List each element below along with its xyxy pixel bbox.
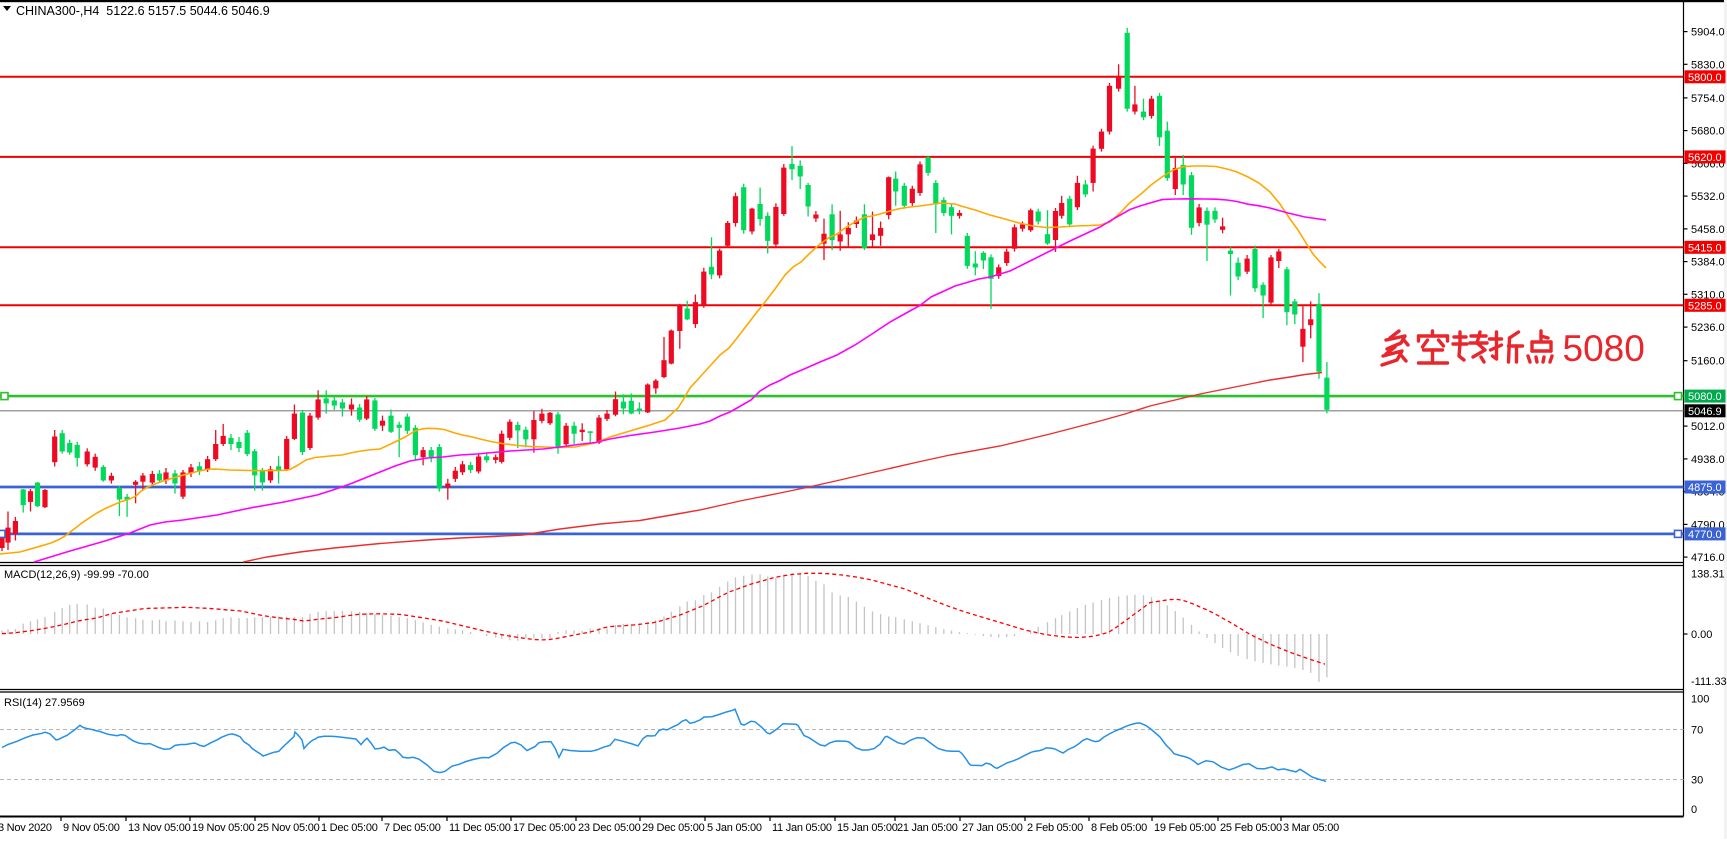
svg-text:25 Nov 05:00: 25 Nov 05:00 — [257, 822, 320, 834]
svg-text:5800.0: 5800.0 — [1688, 72, 1722, 84]
svg-text:19 Feb 05:00: 19 Feb 05:00 — [1154, 822, 1216, 834]
svg-text:70: 70 — [1691, 725, 1703, 737]
svg-text:0: 0 — [1691, 804, 1697, 816]
svg-text:4875.0: 4875.0 — [1688, 482, 1722, 494]
svg-text:CHINA300-,H4 5122.6 5157.5 50: CHINA300-,H4 5122.6 5157.5 5044.6 5046.9 — [16, 4, 270, 18]
svg-text:3 Nov 2020: 3 Nov 2020 — [0, 822, 52, 834]
svg-text:5046.9: 5046.9 — [1688, 406, 1722, 418]
svg-text:-111.33: -111.33 — [1691, 676, 1727, 688]
svg-text:25 Feb 05:00: 25 Feb 05:00 — [1220, 822, 1282, 834]
svg-text:1 Dec 05:00: 1 Dec 05:00 — [321, 822, 378, 834]
svg-text:5285.0: 5285.0 — [1688, 300, 1722, 312]
svg-text:5620.0: 5620.0 — [1688, 152, 1722, 164]
svg-text:7 Dec 05:00: 7 Dec 05:00 — [384, 822, 441, 834]
svg-text:4716.0: 4716.0 — [1691, 552, 1725, 564]
svg-text:RSI(14) 27.9569: RSI(14) 27.9569 — [4, 697, 85, 709]
svg-text:4938.0: 4938.0 — [1691, 454, 1725, 466]
svg-text:9 Nov 05:00: 9 Nov 05:00 — [63, 822, 120, 834]
svg-text:29 Dec 05:00: 29 Dec 05:00 — [642, 822, 705, 834]
svg-text:11 Jan 05:00: 11 Jan 05:00 — [772, 822, 832, 834]
svg-text:17 Dec 05:00: 17 Dec 05:00 — [513, 822, 576, 834]
svg-text:100: 100 — [1691, 694, 1709, 706]
svg-text:5754.0: 5754.0 — [1691, 93, 1725, 105]
svg-text:21 Jan 05:00: 21 Jan 05:00 — [897, 822, 958, 834]
svg-text:5532.0: 5532.0 — [1691, 191, 1725, 203]
svg-text:5830.0: 5830.0 — [1691, 59, 1725, 71]
svg-text:15 Jan 05:00: 15 Jan 05:00 — [837, 822, 898, 834]
svg-text:5904.0: 5904.0 — [1691, 27, 1725, 39]
svg-text:5080.0: 5080.0 — [1688, 391, 1722, 403]
svg-text:5458.0: 5458.0 — [1691, 224, 1725, 236]
svg-text:2 Feb 05:00: 2 Feb 05:00 — [1027, 822, 1083, 834]
svg-text:30: 30 — [1691, 775, 1703, 787]
svg-text:138.31: 138.31 — [1691, 569, 1725, 581]
svg-text:5415.0: 5415.0 — [1688, 242, 1722, 254]
svg-text:19 Nov 05:00: 19 Nov 05:00 — [192, 822, 255, 834]
svg-text:8 Feb 05:00: 8 Feb 05:00 — [1091, 822, 1147, 834]
svg-text:5160.0: 5160.0 — [1691, 356, 1725, 368]
svg-text:5012.0: 5012.0 — [1691, 421, 1725, 433]
svg-text:MACD(12,26,9) -99.99 -70.00: MACD(12,26,9) -99.99 -70.00 — [4, 569, 149, 581]
svg-text:27 Jan 05:00: 27 Jan 05:00 — [962, 822, 1023, 834]
svg-text:5384.0: 5384.0 — [1691, 257, 1725, 269]
svg-text:3 Mar 05:00: 3 Mar 05:00 — [1283, 822, 1339, 834]
svg-text:13 Nov 05:00: 13 Nov 05:00 — [128, 822, 191, 834]
svg-text:5310.0: 5310.0 — [1691, 289, 1725, 301]
svg-text:5236.0: 5236.0 — [1691, 322, 1725, 334]
svg-text:23 Dec 05:00: 23 Dec 05:00 — [578, 822, 641, 834]
svg-text:4770.0: 4770.0 — [1688, 529, 1722, 541]
svg-text:11 Dec 05:00: 11 Dec 05:00 — [449, 822, 511, 834]
svg-text:5080: 5080 — [1563, 328, 1645, 369]
svg-text:0.00: 0.00 — [1691, 629, 1712, 641]
svg-text:5 Jan 05:00: 5 Jan 05:00 — [707, 822, 762, 834]
svg-text:5680.0: 5680.0 — [1691, 126, 1725, 138]
